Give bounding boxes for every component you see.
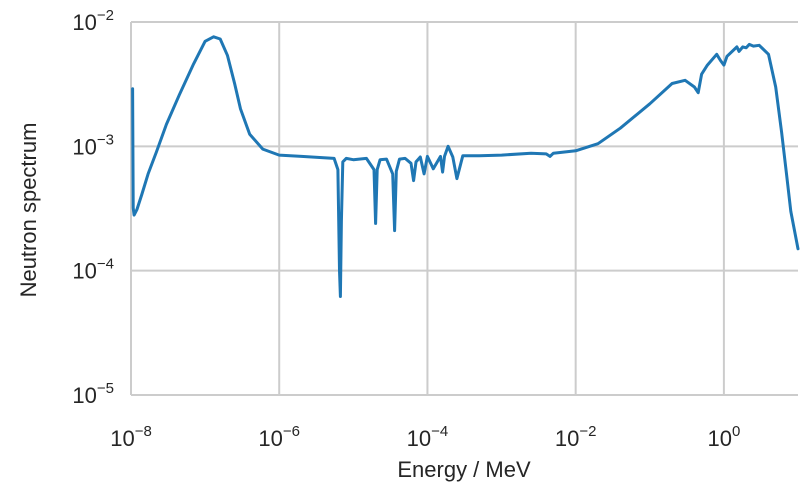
x-tick-label: 100 [707, 423, 740, 451]
x-tick-label: 10−2 [555, 423, 597, 451]
y-axis-title: Neutron spectrum [16, 123, 41, 298]
series-layer [131, 35, 800, 298]
tick-labels: 10−8 10−6 10−4 10−2 100 10−2 10−3 10−4 10−5 [72, 7, 740, 451]
spectrum-series-line [131, 35, 800, 298]
y-tick-label: 10−3 [72, 131, 114, 159]
x-tick-label: 10−6 [258, 423, 300, 451]
y-tick-label: 10−2 [72, 7, 114, 35]
x-tick-label: 10−8 [110, 423, 152, 451]
y-tick-label: 10−4 [72, 256, 114, 284]
axes [130, 22, 798, 396]
x-tick-label: 10−4 [407, 423, 449, 451]
y-tick-label: 10−5 [72, 380, 114, 408]
x-axis-title: Energy / MeV [397, 457, 531, 482]
